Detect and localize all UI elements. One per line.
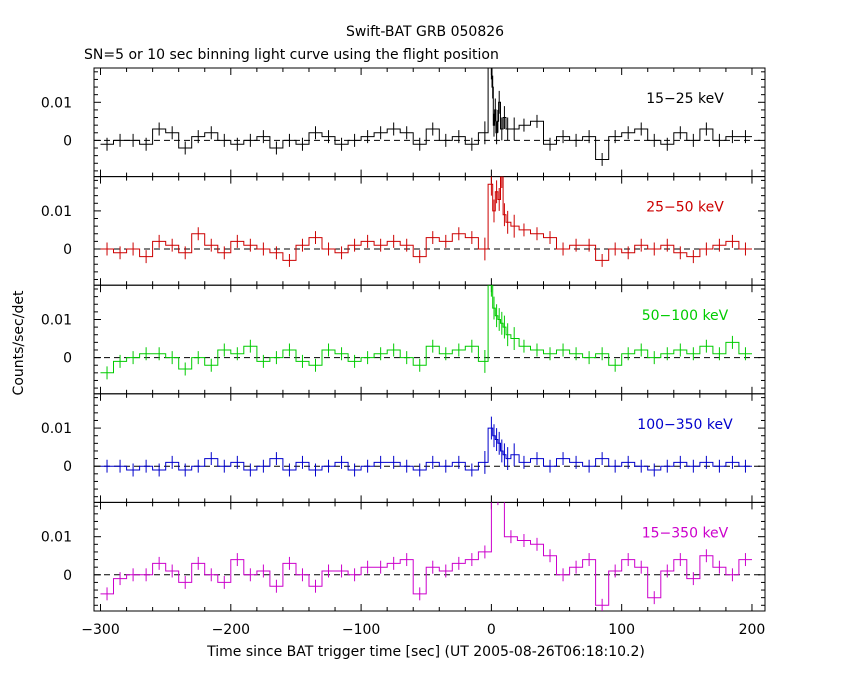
series-5	[100, 502, 752, 611]
panel-2: 0 0.01 25−50 keV	[41, 176, 766, 286]
panel-frame	[93, 393, 766, 503]
x-tick-label: −100	[342, 622, 380, 638]
panel-frame	[93, 501, 766, 612]
y-tick-label: 0.01	[41, 95, 72, 111]
panel-frame	[93, 176, 766, 286]
series-1	[100, 68, 752, 166]
y-tick-label: 0	[63, 568, 72, 584]
band-label: 15−350 keV	[642, 525, 729, 541]
y-tick-label: 0.01	[41, 530, 72, 546]
series-2	[100, 176, 752, 267]
panel-1: 0 0.01 15−25 keV	[41, 67, 766, 178]
panel-frame	[93, 284, 766, 395]
panel-frame	[93, 67, 766, 178]
y-tick-label: 0.01	[41, 421, 72, 437]
x-tick-label: −300	[81, 622, 119, 638]
y-axis-label: Counts/sec/det	[11, 290, 27, 395]
y-tick-label: 0.01	[41, 312, 72, 328]
panel-4: 0 0.01 100−350 keV	[41, 393, 766, 503]
x-tick-labels: −300 −200 −100 0 100 200	[81, 622, 765, 638]
series-3	[100, 285, 752, 380]
series-4	[100, 416, 752, 477]
x-tick-label: 100	[608, 622, 635, 638]
chart-title: Swift-BAT GRB 050826	[346, 24, 504, 40]
x-tick-label: 200	[739, 622, 766, 638]
y-tick-label: 0	[63, 242, 72, 258]
chart-subtitle: SN=5 or 10 sec binning light curve using…	[84, 47, 499, 63]
panel-group: 0 0.01 15−25 keV 0 0.01 25−50 keV 0 0.01 50−100 …	[41, 67, 766, 638]
series-step-line	[100, 285, 752, 374]
panel-3: 0 0.01 50−100 keV	[41, 284, 766, 395]
series-step-line	[100, 502, 752, 606]
series-step-line	[100, 176, 752, 261]
y-tick-label: 0	[63, 459, 72, 475]
x-tick-label: 0	[487, 622, 496, 638]
x-tick-label: −200	[212, 622, 250, 638]
band-label: 15−25 keV	[646, 91, 724, 107]
y-tick-label: 0.01	[41, 204, 72, 220]
x-axis-label: Time since BAT trigger time [sec] (UT 20…	[206, 644, 645, 660]
band-label: 25−50 keV	[646, 200, 724, 216]
panel-5: 0 0.01 15−350 keV	[41, 501, 766, 612]
y-tick-label: 0	[63, 351, 72, 367]
y-tick-label: 0	[63, 133, 72, 149]
band-label: 100−350 keV	[637, 417, 733, 433]
series-step-line	[100, 68, 752, 160]
band-label: 50−100 keV	[642, 308, 729, 324]
